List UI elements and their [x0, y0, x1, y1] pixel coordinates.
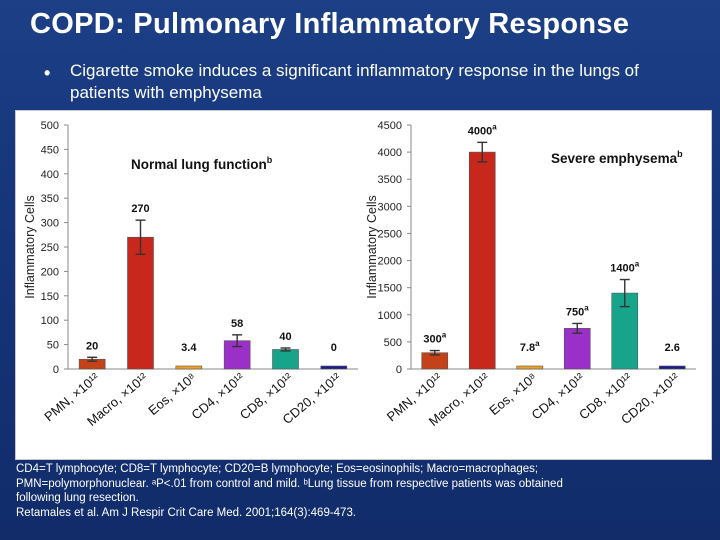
- data-label-superscript: a: [535, 339, 540, 348]
- chart-title: Severe emphysemab: [551, 149, 683, 166]
- y-tick-label: 400: [41, 169, 59, 181]
- data-label: 750a: [566, 303, 589, 318]
- footnote-line-2: PMN=polymorphonuclear. ᵃP<.01 from contr…: [16, 477, 563, 490]
- data-label: 300a: [423, 331, 446, 346]
- chart-title-superscript: b: [267, 155, 273, 165]
- y-tick-label: 100: [41, 315, 59, 327]
- chart-1: 050100150200250300350400450500Inflammato…: [23, 120, 358, 429]
- data-label: 7.8a: [520, 339, 540, 354]
- y-tick-label: 350: [41, 193, 59, 205]
- bullet-marker: •: [44, 63, 51, 83]
- data-label-superscript: a: [492, 122, 497, 131]
- data-label: 0: [331, 342, 337, 354]
- footnote-line-3: following lung resection.: [16, 492, 139, 504]
- bullet-text: Cigarette smoke induces a significant in…: [70, 61, 639, 102]
- y-tick-label: 1500: [378, 283, 402, 295]
- y-tick-label: 0: [53, 364, 59, 376]
- chart-panel: 0 50 100 150 200 250 300 350 400 450 500 Inflammato…: [15, 110, 712, 460]
- data-label: 3.4: [181, 342, 197, 354]
- y-tick-label: 500: [41, 120, 59, 132]
- footnotes: CD4=T lymphocyte; CD8=T lymphocyte; CD20…: [16, 462, 706, 520]
- footnote-line-4: Retamales et al. Am J Respir Crit Care M…: [16, 506, 357, 519]
- bar-6: [658, 365, 686, 370]
- footnote-line-1: CD4=T lymphocyte; CD8=T lymphocyte; CD20…: [16, 463, 539, 475]
- y-tick-label: 450: [41, 144, 59, 156]
- y-tick-label: 3000: [378, 201, 402, 213]
- chart-title: Normal lung functionb: [131, 155, 273, 172]
- data-label: 2.6: [665, 342, 680, 354]
- y-tick-label: 200: [41, 266, 59, 278]
- data-label: 270: [131, 203, 149, 215]
- chart-2: 0 500 1000 1500 2000 2500 3000 3500 4000 4500 Infl…: [365, 120, 696, 429]
- bar-2: [127, 236, 154, 370]
- y-tick-label: 3500: [378, 174, 402, 186]
- bar-5: [272, 349, 299, 370]
- bar-2: [468, 151, 496, 370]
- data-label: 40: [279, 331, 291, 343]
- y-tick-label: 4000: [378, 147, 402, 159]
- bar-4: [563, 328, 591, 370]
- y-axis-label: Inflammatory Cells: [365, 195, 379, 299]
- data-label-superscript: a: [442, 331, 447, 340]
- y-tick-label: 500: [384, 337, 402, 349]
- y-axis-label: Inflammatory Cells: [23, 195, 37, 299]
- y-tick-label: 2000: [378, 256, 402, 268]
- y-tick-label: 300: [41, 218, 59, 230]
- bar-3: [516, 365, 544, 370]
- bar-6: [320, 365, 348, 370]
- data-label: 1400a: [610, 260, 639, 275]
- data-label-superscript: a: [584, 303, 589, 312]
- y-tick-label: 2500: [378, 228, 402, 240]
- data-label: 58: [231, 318, 243, 330]
- data-label: 20: [86, 340, 98, 352]
- y-tick-label: 150: [41, 291, 59, 303]
- data-label-superscript: a: [635, 260, 640, 269]
- data-label: 4000a: [468, 122, 497, 137]
- charts-svg: 050100150200250300350400450500Inflammato…: [23, 120, 696, 429]
- chart-title-superscript: b: [677, 149, 683, 159]
- y-tick-label: 50: [47, 340, 59, 352]
- y-tick-label: 0: [396, 364, 402, 376]
- y-tick-label: 1000: [378, 310, 402, 322]
- y-tick-label: 250: [41, 242, 59, 254]
- slide-title: COPD: Pulmonary Inflammatory Response: [30, 8, 630, 40]
- bar-3: [175, 365, 203, 370]
- y-tick-label: 4500: [378, 120, 402, 132]
